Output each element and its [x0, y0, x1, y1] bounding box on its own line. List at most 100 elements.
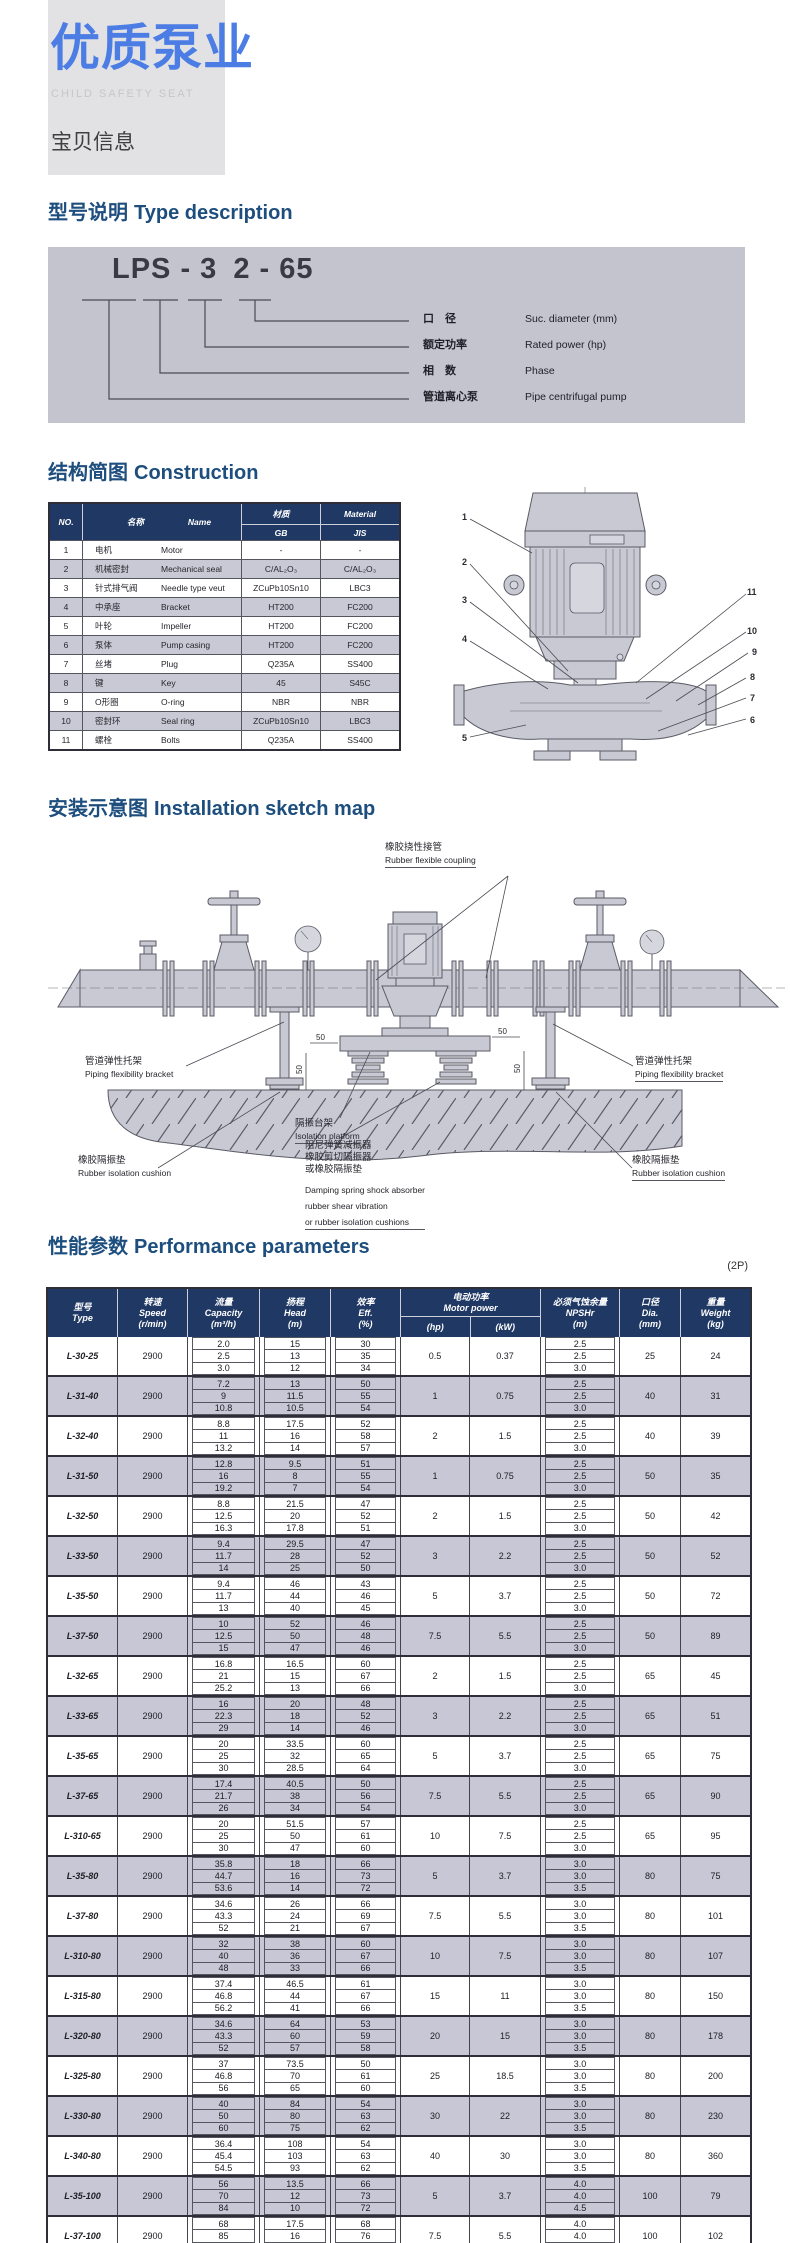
value-box: 55	[335, 1389, 396, 1403]
value-box: 52	[192, 1921, 255, 1935]
material-gb: ZCuPb10Sn10	[241, 712, 320, 730]
value-box: 73.5	[264, 2057, 326, 2071]
model-cell: L-32-50	[66, 1511, 99, 1521]
value-box: 4.0	[545, 2189, 615, 2203]
material-gb: Q235A	[241, 655, 320, 673]
dia-cell: 80	[619, 2057, 680, 2095]
weight-cell: 95	[680, 1817, 750, 1855]
value-box: 2.5	[545, 1349, 615, 1363]
table-row: L-340-80 2900 36.4 45.4 54.5 108 103 93 54 63 62 40…	[48, 2135, 750, 2175]
value-box: 4.0	[545, 2229, 615, 2243]
npshr-cell: 2.5 2.5 3.0	[540, 1617, 619, 1655]
value-box: 3.0	[545, 2069, 615, 2083]
value-box: 66	[335, 1897, 396, 1911]
value-box: 54.5	[192, 2161, 255, 2175]
value-box: 3.0	[545, 1401, 615, 1415]
value-box: 3.0	[545, 1977, 615, 1991]
value-box: 2.5	[545, 1429, 615, 1443]
npshr-cell: 3.0 3.0 3.5	[540, 2097, 619, 2135]
value-box: 16.3	[192, 1521, 255, 1535]
speed-cell: 2900	[117, 1817, 187, 1855]
speed-cell: 2900	[117, 1777, 187, 1815]
value-box: 50	[335, 1377, 396, 1391]
model-cell: L-310-80	[64, 1951, 101, 1961]
value-box: 67	[335, 1989, 396, 2003]
value-box: 50	[335, 1777, 396, 1791]
head-cell: 13 11.5 10.5	[259, 1377, 330, 1415]
value-box: 22.3	[192, 1709, 255, 1723]
value-box: 35	[335, 1349, 396, 1363]
hp-cell: 2	[400, 1497, 469, 1535]
section-heading-type: 型号说明 Type description	[48, 196, 293, 225]
value-box: 2.5	[545, 1777, 615, 1791]
value-box: 47	[264, 1641, 326, 1655]
table-row: L-32-40 2900 8.8 11 13.2 17.5 16 14 52 58 57 2 1.5 2.…	[48, 1415, 750, 1455]
eff-cell: 54 63 62	[330, 2137, 400, 2175]
value-box: 69	[335, 1909, 396, 1923]
value-box: 11.7	[192, 1549, 255, 1563]
part-name-cn: 针式排气阀	[95, 583, 138, 593]
dim-50-left: 50	[316, 1033, 325, 1042]
dia-cell: 80	[619, 1857, 680, 1895]
value-box: 73	[335, 1869, 396, 1883]
table-row: L-35-100 2900 56 70 84 13.5 12 10 66 73 72 5 3.7 4.0 4…	[48, 2175, 750, 2215]
kw-cell: 3.7	[469, 2177, 540, 2215]
model-cell: L-37-80	[66, 1911, 99, 1921]
value-box: 17.5	[264, 1417, 326, 1431]
part-name-cn: 电机	[95, 545, 113, 555]
value-box: 44	[264, 1989, 326, 2003]
table-row: L-37-80 2900 34.6 43.3 52 26 24 21 66 69 67 7.5 5.5 3…	[48, 1895, 750, 1935]
part-name-cn: 丝堵	[95, 659, 113, 669]
value-box: 60	[335, 1841, 396, 1855]
hp-cell: 40	[400, 2137, 469, 2175]
value-box: 50	[264, 1629, 326, 1643]
value-box: 34	[335, 1361, 396, 1375]
heading-en: Performance parameters	[134, 1236, 370, 1258]
col-header-name-en: Name	[187, 517, 212, 527]
value-box: 67	[335, 1921, 396, 1935]
npshr-cell: 2.5 2.5 3.0	[540, 1577, 619, 1615]
head-cell: 18 16 14	[259, 1857, 330, 1895]
kw-cell: 30	[469, 2137, 540, 2175]
value-box: 56.2	[192, 2001, 255, 2015]
speed-cell: 2900	[117, 1537, 187, 1575]
weight-cell: 35	[680, 1457, 750, 1495]
head-cell: 64 60 57	[259, 2017, 330, 2055]
value-box: 13.2	[192, 1441, 255, 1455]
value-box: 2.5	[545, 1829, 615, 1843]
value-box: 66	[335, 2177, 396, 2191]
value-box: 3.0	[545, 1989, 615, 2003]
material-jis: FC200	[320, 617, 399, 635]
part-name: 螺栓 Bolts	[82, 731, 241, 749]
dia-cell: 100	[619, 2217, 680, 2243]
value-box: 21.5	[264, 1497, 326, 1511]
kw-cell: 1.5	[469, 1497, 540, 1535]
part-name: 中承座 Bracket	[82, 598, 241, 616]
value-box: 65	[264, 2081, 326, 2095]
eff-cell: 43 46 45	[330, 1577, 400, 1615]
material-jis: SS400	[320, 655, 399, 673]
callout-10: 10	[747, 626, 757, 636]
value-box: 3.0	[545, 1857, 615, 1871]
table-row: 5 叶轮 Impeller HT200 FC200	[50, 616, 399, 635]
value-box: 13	[264, 1377, 326, 1391]
value-box: 29.5	[264, 1537, 326, 1551]
hp-cell: 30	[400, 2097, 469, 2135]
value-box: 3.0	[545, 2137, 615, 2151]
weight-cell: 45	[680, 1657, 750, 1695]
speed-cell: 2900	[117, 1977, 187, 2015]
hp-cell: 10	[400, 1937, 469, 1975]
material-gb: HT200	[241, 598, 320, 616]
speed-cell: 2900	[117, 2137, 187, 2175]
label-rubber-cushion-left: 橡胶隔振垫 Rubber isolation cushion	[78, 1155, 172, 1178]
part-name-cn: 泵体	[95, 640, 113, 650]
value-box: 25	[192, 1829, 255, 1843]
eff-cell: 51 55 54	[330, 1457, 400, 1495]
value-box: 3.0	[545, 1761, 615, 1775]
eff-cell: 48 52 46	[330, 1697, 400, 1735]
value-box: 26	[192, 1801, 255, 1815]
part-no: 10	[61, 716, 71, 726]
heading-cn: 安装示意图	[48, 798, 148, 820]
value-box: 2.5	[545, 1709, 615, 1723]
capacity-cell: 40 50 60	[187, 2097, 259, 2135]
